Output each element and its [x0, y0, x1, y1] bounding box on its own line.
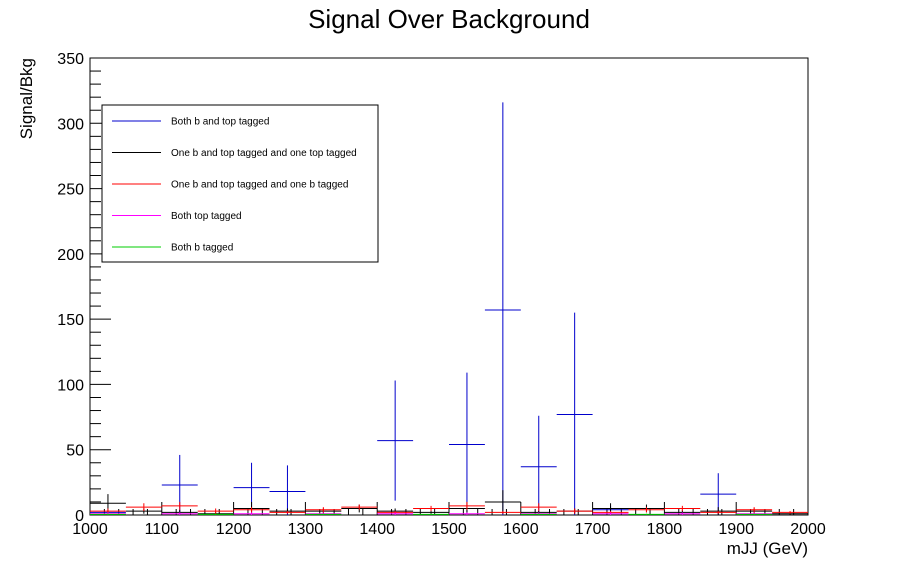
legend-label: One b and top tagged and one b tagged [171, 180, 348, 191]
x-tick-label: 1600 [503, 521, 539, 538]
x-tick-label: 1300 [288, 521, 324, 538]
x-tick-label: 2000 [790, 521, 826, 538]
x-tick-label: 1000 [72, 521, 108, 538]
x-axis-label: mJJ (GeV) [727, 539, 808, 558]
x-tick-label: 1100 [145, 521, 180, 538]
x-tick-label: 1900 [718, 521, 754, 538]
y-tick-label: 0 [75, 508, 84, 525]
legend-label: Both top tagged [171, 211, 242, 222]
x-tick-label: 1500 [431, 521, 467, 538]
legend-label: Both b and top tagged [171, 117, 269, 128]
legend-label: One b and top tagged and one top tagged [171, 148, 357, 159]
series-4 [90, 513, 773, 515]
y-axis-ticks: 0 50 100 150 200 250 300 350 [57, 51, 111, 525]
y-tick-label: 150 [57, 312, 84, 329]
x-tick-label: 1800 [647, 521, 683, 538]
y-tick-label: 350 [57, 51, 84, 68]
y-axis-label: Signal/Bkg [17, 58, 36, 139]
legend-label: Both b tagged [171, 243, 233, 254]
x-tick-label: 1700 [575, 521, 611, 538]
y-tick-label: 200 [57, 247, 84, 264]
legend: Both b and top tagged One b and top tagge… [101, 104, 379, 263]
y-tick-label: 250 [57, 182, 84, 199]
x-tick-label: 1200 [216, 521, 252, 538]
y-tick-label: 100 [57, 377, 84, 394]
y-tick-label: 50 [66, 443, 84, 460]
series-layer [90, 102, 808, 515]
x-tick-label: 1400 [359, 521, 395, 538]
series-2 [90, 501, 808, 514]
chart-title: Signal Over Background [308, 4, 590, 34]
x-axis-ticks: 1000 1100 1200 1300 1400 1500 1600 1700 1800 1900… [72, 502, 826, 538]
y-tick-label: 300 [57, 116, 84, 133]
